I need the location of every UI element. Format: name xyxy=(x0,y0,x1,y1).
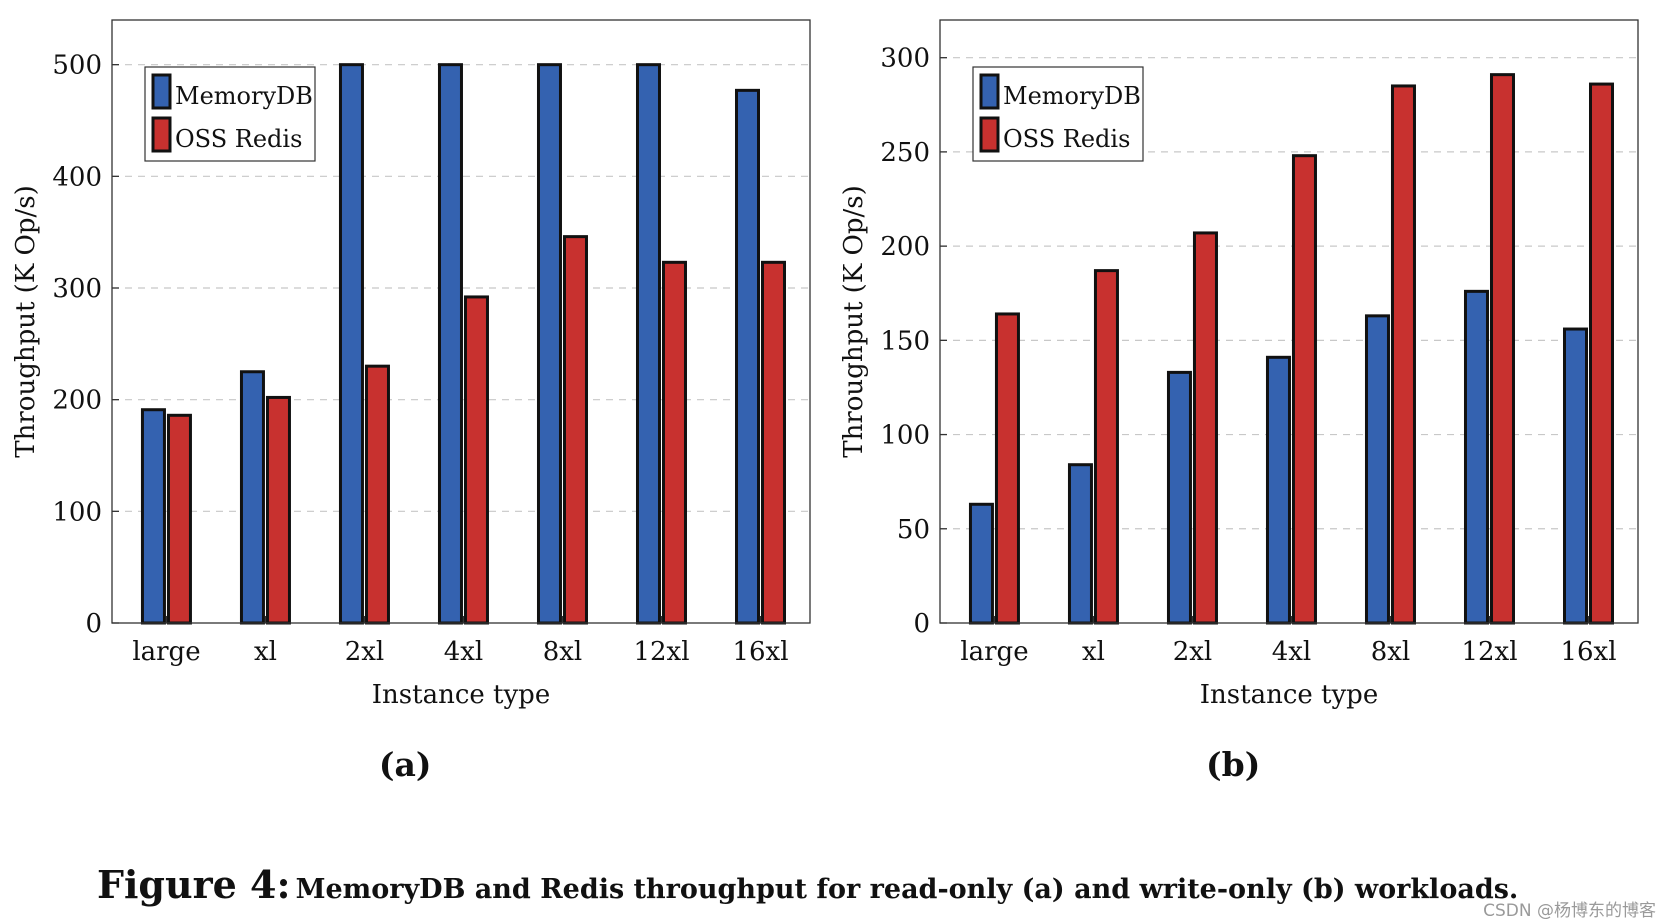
x-tick-label: 8xl xyxy=(543,637,583,667)
bar-memorydb xyxy=(734,88,760,625)
legend-swatch xyxy=(979,73,1000,110)
bar-oss-redis xyxy=(994,312,1020,625)
bar-memorydb xyxy=(1265,355,1291,625)
bar-memorydb xyxy=(635,63,661,625)
y-tick-label: 250 xyxy=(880,138,930,168)
y-tick-label: 50 xyxy=(897,515,930,545)
x-tick-label: 12xl xyxy=(633,637,689,667)
bar-memorydb xyxy=(1067,463,1093,625)
x-tick-label: 12xl xyxy=(1461,637,1517,667)
y-tick-label: 200 xyxy=(880,232,930,262)
bar-oss-redis xyxy=(166,413,192,625)
plot-frame xyxy=(939,19,1639,624)
y-tick-label: 400 xyxy=(52,162,102,192)
bar-memorydb xyxy=(239,370,265,625)
bar-memorydb xyxy=(1463,289,1489,625)
x-tick-label: 16xl xyxy=(1560,637,1616,667)
bar-oss-redis xyxy=(1489,73,1515,625)
y-tick-label: 100 xyxy=(52,497,102,527)
legend-label: OSS Redis xyxy=(1003,125,1130,153)
legend-label: MemoryDB xyxy=(1003,82,1141,110)
legend-label: OSS Redis xyxy=(175,125,302,153)
x-tick-label: xl xyxy=(1082,637,1105,667)
legend-box xyxy=(972,66,1144,162)
x-tick-label: 8xl xyxy=(1371,637,1411,667)
y-tick-label: 300 xyxy=(880,44,930,74)
x-tick-label: 2xl xyxy=(1173,637,1213,667)
legend: MemoryDB OSS Redis xyxy=(144,66,316,162)
bar-memorydb xyxy=(536,63,562,625)
bar-memorydb xyxy=(1364,314,1390,625)
bar-oss-redis xyxy=(364,364,390,625)
legend-swatch xyxy=(151,73,172,110)
bar-oss-redis xyxy=(1291,154,1317,625)
legend-box xyxy=(144,66,316,162)
bar-oss-redis xyxy=(1093,269,1119,625)
x-axis-label: Instance type xyxy=(1200,680,1378,710)
y-tick-label: 300 xyxy=(52,274,102,304)
bar-memorydb xyxy=(140,408,166,625)
bar-memorydb xyxy=(1562,327,1588,625)
bar-memorydb xyxy=(338,63,364,625)
x-tick-label: 16xl xyxy=(732,637,788,667)
bar-oss-redis xyxy=(760,260,786,625)
chart-panel-a: 0 100 200 300 400 500 large xl 2xl 4xl 8xl 12xl 16xl… xyxy=(11,19,811,784)
chart-panel-b: 0 50 100 150 200 250 300 large xl 2xl 4xl 8xl 12xl 16… xyxy=(839,19,1639,784)
y-axis-label: Throughput (K Op/s) xyxy=(11,185,41,457)
bar-oss-redis xyxy=(661,260,687,625)
bar-oss-redis xyxy=(562,235,588,625)
y-tick-label: 150 xyxy=(880,326,930,356)
bar-oss-redis xyxy=(265,395,291,625)
x-tick-label: large xyxy=(132,637,200,667)
x-tick-label: 4xl xyxy=(444,637,484,667)
x-tick-label: 4xl xyxy=(1272,637,1312,667)
bar-oss-redis xyxy=(1588,82,1614,625)
y-axis-label: Throughput (K Op/s) xyxy=(839,185,869,457)
x-tick-label: xl xyxy=(254,637,277,667)
panel-label: (b) xyxy=(1206,745,1260,784)
y-tick-label: 0 xyxy=(85,609,102,639)
legend-swatch xyxy=(151,116,172,153)
plot-frame xyxy=(111,19,811,624)
bar-memorydb xyxy=(1166,370,1192,625)
panel-label: (a) xyxy=(379,745,432,784)
caption-lead: Figure 4: xyxy=(97,862,291,907)
y-tick-label: 100 xyxy=(880,421,930,451)
x-axis-label: Instance type xyxy=(372,680,550,710)
bar-memorydb xyxy=(968,502,994,625)
bar-oss-redis xyxy=(1390,84,1416,625)
bar-oss-redis xyxy=(1192,231,1218,625)
bar-oss-redis xyxy=(463,295,489,625)
figure-caption: Figure 4: MemoryDB and Redis throughput … xyxy=(97,862,1518,907)
y-tick-label: 200 xyxy=(52,386,102,416)
legend: MemoryDB OSS Redis xyxy=(972,66,1144,162)
y-tick-label: 500 xyxy=(52,51,102,81)
legend-label: MemoryDB xyxy=(175,82,313,110)
watermark: CSDN @杨博东的博客 xyxy=(1483,901,1656,921)
bar-memorydb xyxy=(437,63,463,625)
x-tick-label: 2xl xyxy=(345,637,385,667)
caption-text: MemoryDB and Redis throughput for read-o… xyxy=(295,874,1519,905)
legend-swatch xyxy=(979,116,1000,153)
y-tick-label: 0 xyxy=(913,609,930,639)
x-tick-label: large xyxy=(960,637,1028,667)
